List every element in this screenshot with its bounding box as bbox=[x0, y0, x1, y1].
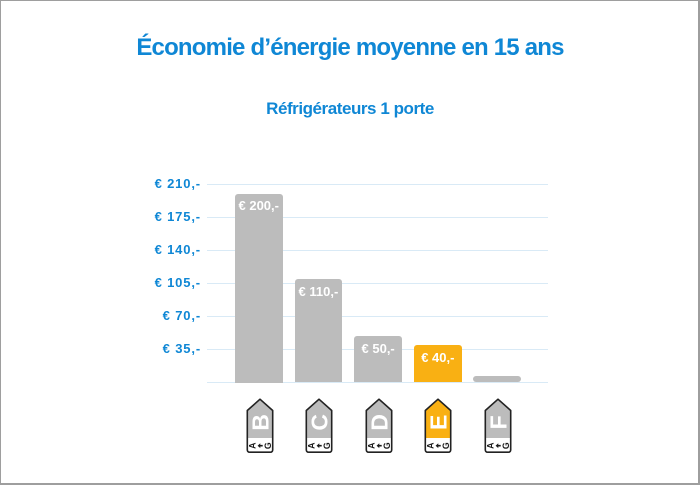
svg-text:G: G bbox=[441, 442, 451, 449]
svg-text:A: A bbox=[307, 441, 317, 448]
svg-text:G: G bbox=[263, 442, 273, 449]
svg-text:E: E bbox=[425, 414, 451, 429]
svg-text:A: A bbox=[247, 441, 257, 448]
svg-text:B: B bbox=[247, 413, 273, 430]
svg-text:G: G bbox=[322, 442, 332, 449]
svg-text:F: F bbox=[485, 415, 511, 429]
svg-text:A: A bbox=[485, 441, 495, 448]
svg-text:A: A bbox=[366, 441, 376, 448]
svg-text:D: D bbox=[366, 413, 392, 430]
svg-text:A: A bbox=[426, 441, 436, 448]
svg-text:G: G bbox=[501, 442, 511, 449]
svg-text:G: G bbox=[382, 442, 392, 449]
svg-text:C: C bbox=[306, 413, 332, 430]
